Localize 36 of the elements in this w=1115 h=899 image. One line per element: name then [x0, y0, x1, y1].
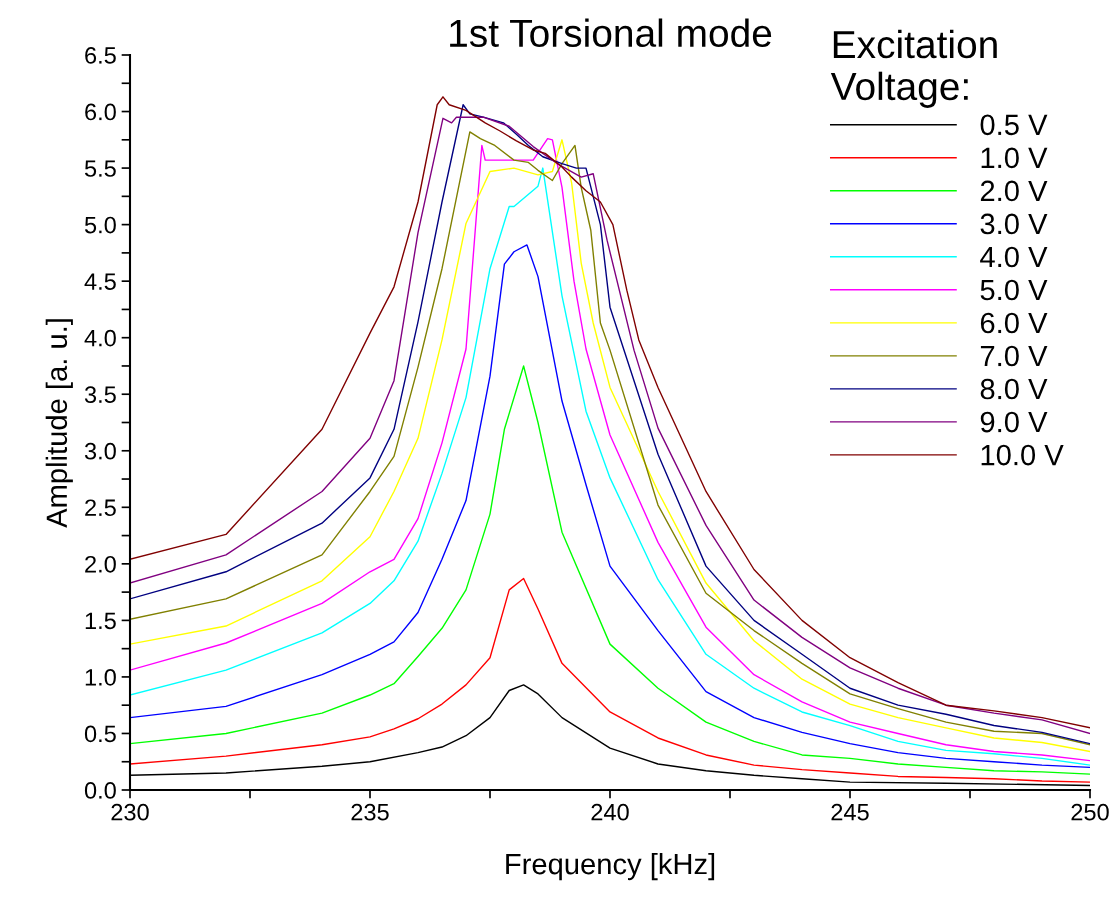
x-tick-label: 235 [351, 803, 389, 821]
y-tick-label: 0.5 [84, 725, 116, 743]
legend-label: 8.0 V [980, 378, 1048, 400]
legend-title: Excitation Voltage: [830, 29, 997, 108]
y-tick-label: 5.0 [84, 216, 116, 234]
y-tick-label: 6.0 [85, 103, 116, 121]
legend-label: 5.0 V [980, 279, 1048, 301]
legend-label: 4.0 V [980, 246, 1048, 268]
y-tick-label: 1.5 [85, 612, 116, 630]
x-tick-label: 230 [111, 803, 149, 821]
x-tick-label: 250 [1071, 803, 1109, 821]
legend-label: 3.0 V [980, 213, 1048, 235]
line-series [130, 365, 1090, 775]
y-tick-label: 4.5 [84, 273, 116, 290]
y-tick-label: 0.0 [84, 782, 116, 799]
y-tick-label: 1.0 [85, 668, 116, 686]
chart-title: 1st Torsional mode [450, 18, 772, 48]
y-tick-label: 6.5 [85, 47, 116, 64]
y-tick-label: 3.0 [84, 442, 116, 460]
y-tick-label: 4.0 [84, 329, 116, 347]
legend-label: 0.5 V [980, 114, 1048, 136]
y-tick-label: 5.5 [84, 160, 116, 177]
x-tick-label: 245 [831, 803, 869, 821]
legend-label: 7.0 V [980, 345, 1048, 367]
y-tick-label: 3.5 [84, 386, 116, 404]
legend-label: 2.0 V [980, 180, 1048, 202]
legend-label: 6.0 V [980, 312, 1048, 334]
y-tick-label: 2.0 [85, 555, 116, 573]
x-tick-label: 240 [591, 803, 629, 821]
y-tick-label: 2.5 [85, 499, 116, 517]
line-series [130, 577, 1090, 783]
legend-label: 10.0 V [981, 444, 1064, 466]
x-axis-title: Frequency [kHz] [506, 852, 715, 881]
legend-label: 1.0 V [981, 147, 1048, 169]
legend-label: 9.0 V [980, 411, 1048, 433]
y-axis-title: Amplitude [a. u.] [45, 319, 73, 528]
